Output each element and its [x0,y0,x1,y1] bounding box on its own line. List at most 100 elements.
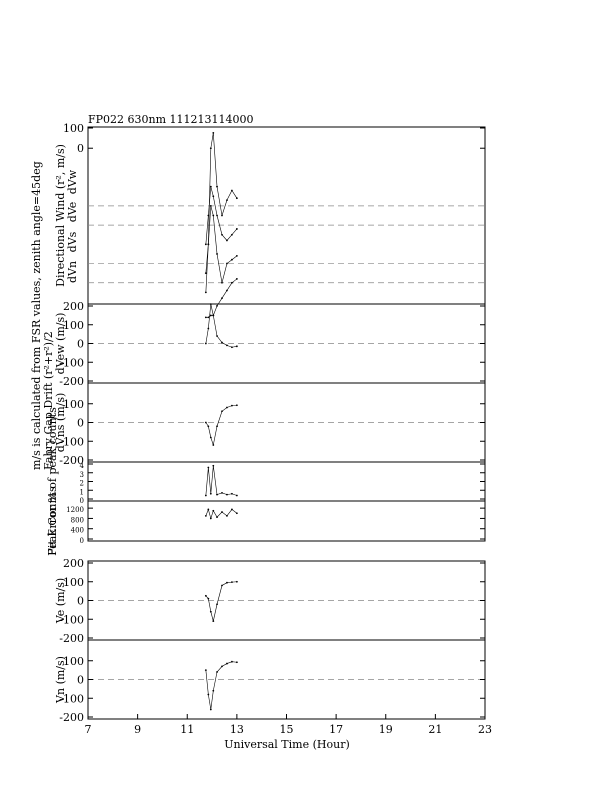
series-line-ve-0 [205,581,237,622]
data-point-vn-0-4 [216,671,218,673]
data-point-wind-1-7 [231,233,233,236]
x-tick-label-2: 11 [180,723,194,736]
x-axis: 7 9 11 13 15 17 19 21 23 [85,714,492,736]
panel-frame-dvns [87,382,486,463]
panel-frame-wind [87,126,486,305]
data-point-vn-0-2 [209,708,212,711]
data-point-fiterr-0-6 [226,493,228,496]
panel-ve: 200 100 0 -100 -200 Ve (m/s) [54,557,486,645]
y-tick-label-vn-0: 100 [63,655,84,668]
y-tick-label-vn-3: -200 [59,711,84,724]
y-axis-label-fiterr: Fit Error % of peak counts [46,407,59,556]
y-tick-label-dvew-1: 100 [63,319,84,332]
data-point-peak-0-6 [226,514,228,517]
series-line-vn-0 [205,661,237,710]
data-point-ve-0-5 [221,584,223,587]
y-tick-label-dvns-0: 100 [63,398,84,411]
data-point-wind-3-0 [204,316,207,319]
y-axis-label-dvew: dVew (m/s) [54,313,67,375]
data-point-dvns-0-7 [231,404,233,407]
y-tick-label-peak-3: 0 [80,537,84,545]
data-point-wind-3-2 [209,314,212,317]
data-point-dvew-0-4 [216,335,218,337]
data-point-wind-0-3 [212,131,215,134]
data-point-peak-0-4 [216,516,218,519]
data-point-wind-0-6 [226,199,228,202]
data-point-wind-3-7 [231,281,233,284]
data-point-dvew-0-2 [209,303,212,306]
data-point-wind-3-4 [216,304,218,307]
data-point-dvns-0-2 [209,436,212,439]
x-tick-label-3: 13 [230,723,244,736]
data-point-fiterr-0-0 [204,494,207,497]
side-note-fsr: m/s is calculated from FSR values, zenit… [30,161,43,470]
data-point-peak-0-5 [221,511,223,513]
y-tick-label-ve-1: 100 [63,576,84,589]
data-point-fiterr-0-2 [209,492,212,495]
data-point-wind-2-6 [226,262,228,265]
data-point-vn-0-7 [231,660,233,663]
data-point-wind-2-0 [204,272,207,275]
y-tick-label-dvew-0: 200 [63,300,84,313]
data-point-dvew-0-6 [226,344,228,347]
data-point-fiterr-0-7 [231,492,233,495]
data-point-fiterr-0-5 [221,491,223,494]
data-point-dvew-0-8 [235,345,238,348]
y-tick-label-ve-4: -200 [59,632,84,645]
data-point-dvns-0-3 [212,444,215,446]
data-point-ve-0-2 [209,610,212,613]
y-tick-label-dvns-1: 0 [77,417,84,430]
y-tick-label-dvew-4: -200 [59,375,84,388]
data-point-wind-0-2 [209,147,212,150]
y-axis-label-wind: Directional Wind (r², m/s) [54,144,67,287]
data-point-dvew-0-1 [207,327,210,330]
data-point-wind-2-3 [212,214,215,217]
x-axis-label: Universal Time (Hour) [224,738,350,751]
x-tick-label-8: 23 [478,723,492,736]
data-point-dvew-0-7 [231,346,233,349]
panel-frame-vn [87,639,486,720]
data-point-dvew-0-0 [204,342,207,345]
data-point-wind-2-7 [231,258,233,261]
data-point-wind-2-4 [216,253,218,255]
y-axis-label-peak: Peak Counts [46,486,59,556]
data-point-ve-0-1 [207,597,210,600]
data-point-ve-0-6 [226,581,228,584]
y-tick-label-ve-0: 200 [63,557,84,570]
y-tick-label-fiterr-1: 3 [80,471,84,479]
wind-sub-label-dvs: dVs [66,231,79,252]
data-point-dvew-0-5 [221,341,223,344]
panel-peak: 1200 800 400 0 Peak Counts [46,486,486,556]
y-tick-label-ve-3: -100 [59,613,84,626]
data-point-wind-1-4 [216,214,218,217]
data-point-wind-1-8 [235,228,238,230]
y-tick-label-fiterr-4: 0 [80,497,84,505]
y-tick-label-dvns-2: -100 [59,435,84,448]
data-point-dvns-0-4 [216,425,218,428]
wind-sub-label-dve: dVe [66,202,79,223]
y-axis-label-dvns: dVns (m/s) [54,393,67,453]
y-tick-label-dvns-3: -200 [59,454,84,467]
data-point-vn-0-5 [221,665,223,668]
data-point-wind-1-1 [207,214,210,217]
data-point-wind-1-6 [226,239,228,242]
y-axis-label-ve: Ve (m/s) [54,578,67,624]
x-tick-label-4: 15 [280,723,294,736]
data-point-wind-0-7 [231,189,233,192]
wind-sub-label-dvw: dVw [66,169,79,194]
series-line-wind-2 [205,205,238,283]
panel-frame-dvew [87,303,486,384]
data-point-vn-0-0 [204,669,207,672]
data-point-dvns-0-5 [221,410,223,413]
x-tick-label-1: 9 [134,723,141,736]
y-tick-label-fiterr-0: 4 [80,462,85,470]
data-point-fiterr-0-1 [207,466,210,469]
data-point-fiterr-0-3 [212,464,215,467]
x-tick-label-5: 17 [329,723,343,736]
y-tick-label-wind-0: 100 [63,122,84,135]
data-point-wind-0-0 [204,291,207,294]
data-point-dvns-0-8 [235,404,238,407]
